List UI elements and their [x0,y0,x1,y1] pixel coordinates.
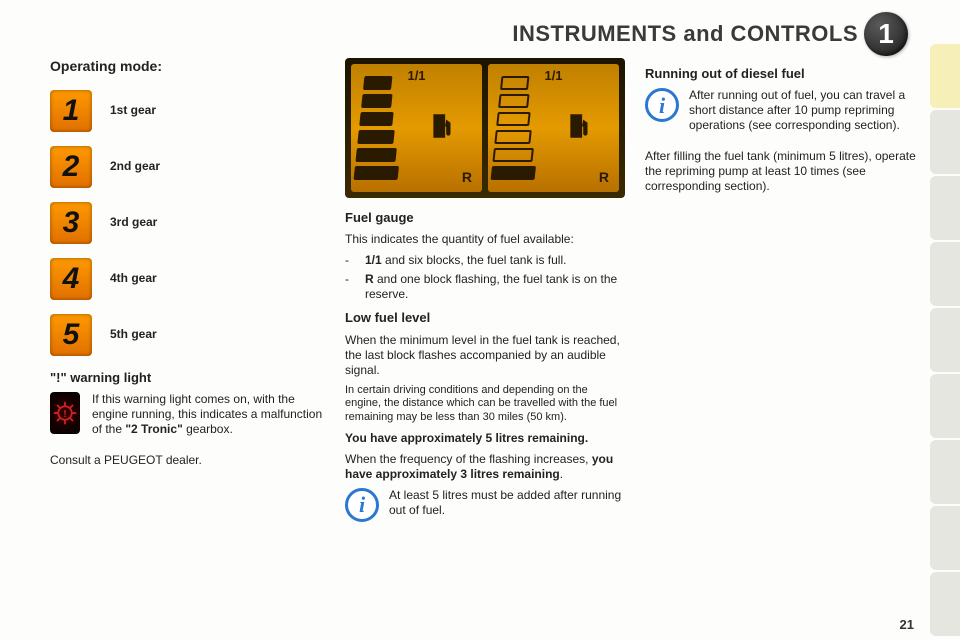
side-tab [930,44,960,108]
gear-label: 4th gear [110,271,157,286]
side-tab [930,308,960,372]
warning-gear-icon: ! [50,392,80,434]
gauge-bar [359,112,393,126]
gauge-bar [498,94,529,108]
info-icon: i [645,88,679,122]
gauge-label-reserve: R [462,169,472,187]
gear-row: 5 5th gear [50,314,325,356]
gear-digit-icon: 5 [50,314,92,356]
low-fuel-3l-text: When the frequency of the flashing incre… [345,452,625,482]
low-fuel-conditions-text: In certain driving conditions and depend… [345,384,625,425]
gear-digit-icon: 3 [50,202,92,244]
warning-light-heading: "!" warning light [50,370,325,386]
side-tab [930,374,960,438]
section-number-badge: 1 [864,12,908,56]
fuel-gauge-intro: This indicates the quantity of fuel avai… [345,232,625,247]
side-tab [930,440,960,504]
gauge-bar [500,76,529,90]
side-tab [930,176,960,240]
gauge-bar [492,148,533,162]
side-tab [930,110,960,174]
diesel-reprime-text: After filling the fuel tank (minimum 5 l… [645,149,920,194]
gauge-bar [354,166,399,180]
column-diesel: Running out of diesel fuel i After runni… [645,58,920,630]
low-fuel-5l-text: You have approximately 5 litres remainin… [345,431,625,446]
gear-row: 1 1st gear [50,90,325,132]
low-fuel-heading: Low fuel level [345,310,625,326]
side-tab [930,242,960,306]
side-tab [930,506,960,570]
column-fuel-gauge: 1/1 R 1/1 R Fuel gauge This indicates th… [345,58,625,630]
column-operating-mode: Operating mode: 1 1st gear 2 2nd gear 3 3rd g… [50,58,325,630]
svg-text:!: ! [63,408,67,420]
gauge-bar [496,112,530,126]
fuel-gauge-reserve: 1/1 R [488,64,619,192]
gauge-label-reserve: R [599,169,609,187]
fuel-gauge-panel: 1/1 R 1/1 R [345,58,625,198]
gauge-bar [494,130,531,144]
gear-label: 1st gear [110,103,156,118]
page-number: 21 [900,617,914,632]
diesel-info-text: After running out of fuel, you can trave… [689,88,920,133]
gear-digit-icon: 2 [50,146,92,188]
side-tabs [930,44,960,638]
fuel-gauge-full: 1/1 R [351,64,482,192]
gear-label: 2nd gear [110,159,160,174]
gear-digit-icon: 1 [50,90,92,132]
page-title: INSTRUMENTS and CONTROLS [512,21,858,47]
low-fuel-text: When the minimum level in the fuel tank … [345,333,625,378]
gauge-label-top: 1/1 [407,68,425,84]
gear-row: 3 3rd gear [50,202,325,244]
gear-label: 3rd gear [110,215,157,230]
gear-row: 2 2nd gear [50,146,325,188]
operating-mode-heading: Operating mode: [50,58,325,76]
gauge-bar [355,148,396,162]
gauge-bar [363,76,392,90]
fuel-pump-icon [430,111,456,145]
fuel-gauge-heading: Fuel gauge [345,210,625,226]
gauge-bar [357,130,394,144]
gauge-label-top: 1/1 [544,68,562,84]
side-tab [930,572,960,636]
page-header: INSTRUMENTS and CONTROLS 1 [512,12,908,56]
fuel-gauge-list: -1/1 and six blocks, the fuel tank is fu… [345,253,625,302]
low-fuel-refill-info: At least 5 litres must be added after ru… [389,488,625,518]
gear-label: 5th gear [110,327,157,342]
consult-dealer-text: Consult a PEUGEOT dealer. [50,453,325,468]
info-icon: i [345,488,379,522]
list-item: -R and one block flashing, the fuel tank… [345,272,625,302]
gear-digit-icon: 4 [50,258,92,300]
warning-light-text: If this warning light comes on, with the… [92,392,325,437]
fuel-pump-icon [567,111,593,145]
list-item: -1/1 and six blocks, the fuel tank is fu… [345,253,625,268]
gauge-bar [361,94,392,108]
gear-row: 4 4th gear [50,258,325,300]
diesel-heading: Running out of diesel fuel [645,66,920,82]
gauge-bar [491,166,536,180]
